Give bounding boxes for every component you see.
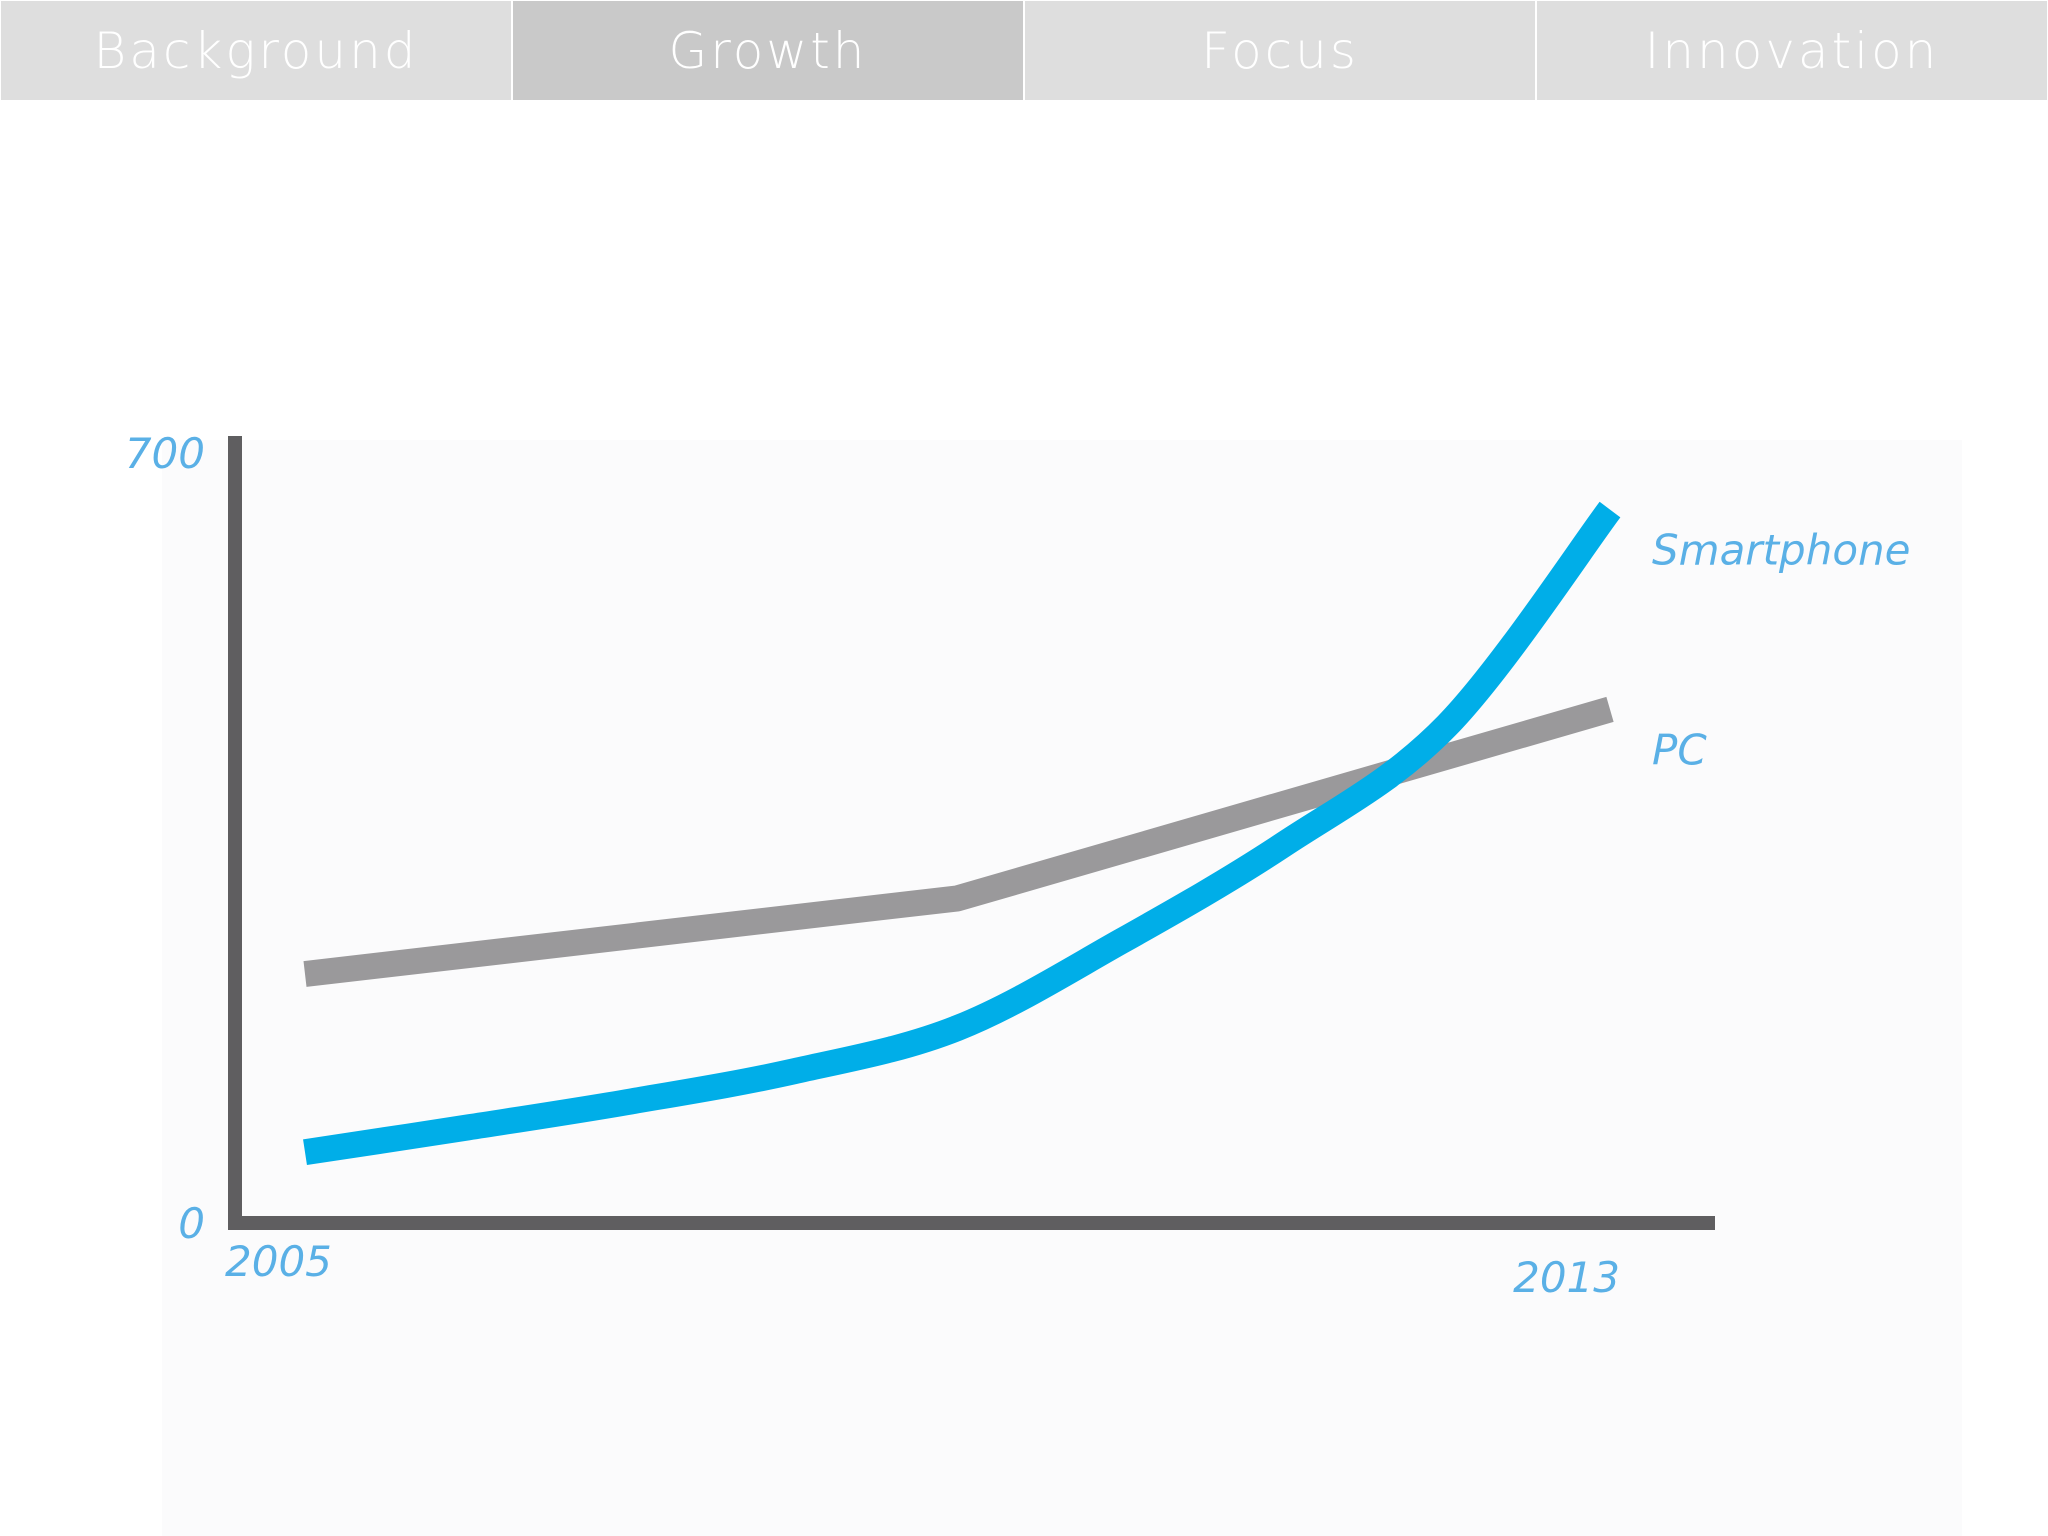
tab-background-label: Background [93, 21, 419, 80]
series-layer: PC Smartphone [303, 501, 1910, 1166]
tab-innovation-label: Innovation [1644, 21, 1940, 80]
smartphone-series-label: Smartphone [1652, 526, 1910, 575]
pc-series-label: PC [1652, 725, 1707, 774]
tab-growth[interactable]: Growth [512, 0, 1024, 101]
y-tick-min: 0 [178, 1199, 205, 1248]
x-tick-start: 2005 [225, 1237, 332, 1286]
tab-growth-label: Growth [668, 21, 868, 80]
smartphone-series-line [303, 501, 1621, 1166]
tab-focus-label: Focus [1201, 21, 1359, 80]
tab-background[interactable]: Background [0, 0, 512, 101]
x-tick-end: 2013 [1513, 1253, 1620, 1302]
y-tick-max: 700 [125, 429, 205, 478]
tab-focus[interactable]: Focus [1024, 0, 1536, 101]
tab-innovation[interactable]: Innovation [1536, 0, 2048, 101]
section-tab-bar: Background Growth Focus Innovation [0, 0, 2048, 101]
